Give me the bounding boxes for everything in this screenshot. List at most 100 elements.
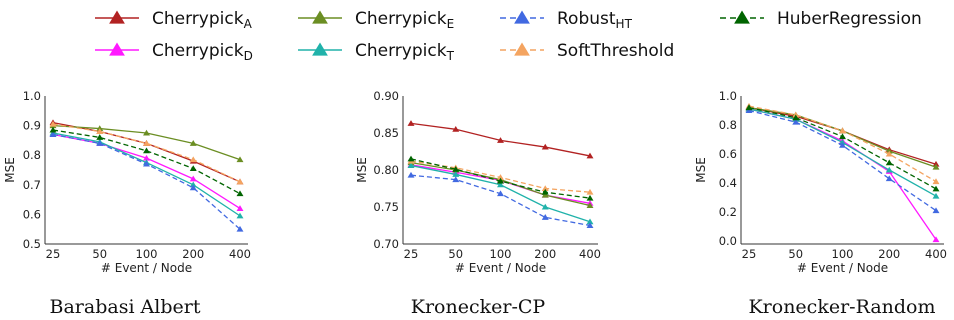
x-tick-label: 200 — [534, 247, 556, 261]
y-tick-label: 0.6 — [23, 207, 41, 221]
x-tick-label: 100 — [136, 247, 158, 261]
data-point — [885, 150, 893, 157]
series-line — [52, 129, 241, 195]
data-point — [143, 129, 150, 136]
data-point — [541, 191, 549, 198]
series-HuberRegression — [407, 155, 594, 201]
y-axis-label: MSE — [694, 157, 708, 183]
data-point — [745, 107, 753, 113]
data-point — [745, 104, 753, 111]
data-point — [143, 160, 150, 167]
data-point — [497, 181, 504, 188]
series-HuberRegression — [49, 126, 244, 197]
data-point — [452, 176, 460, 183]
data-point — [497, 174, 504, 180]
legend-label: SoftThreshold — [557, 41, 674, 61]
y-tick-label: 0.70 — [373, 237, 399, 251]
x-tick-label: 100 — [490, 247, 512, 261]
legend-marker-icon — [312, 42, 328, 56]
series-CherrypickT — [745, 105, 940, 199]
y-tick-label: 0.2 — [719, 205, 737, 219]
data-point — [96, 125, 104, 132]
legend-label: CherrypickT — [355, 41, 455, 63]
data-point — [885, 159, 893, 166]
x-tick-label: 50 — [788, 247, 803, 261]
series-line — [748, 106, 937, 190]
y-tick-label: 1.0 — [23, 89, 41, 103]
y-tick-label: 0.4 — [719, 176, 737, 190]
data-point — [96, 134, 104, 140]
x-tick-label: 100 — [832, 247, 854, 261]
data-point — [932, 192, 940, 199]
legend-marker-icon — [514, 10, 530, 24]
data-point — [49, 120, 57, 127]
y-tick-label: 0.90 — [373, 89, 399, 103]
series-RobustHT — [49, 131, 244, 232]
data-point — [932, 236, 940, 243]
x-tick-label: 50 — [448, 247, 463, 261]
data-point — [541, 185, 549, 191]
data-point — [452, 165, 460, 172]
data-point — [885, 166, 893, 173]
data-point — [586, 194, 594, 201]
x-tick-label: 400 — [579, 247, 601, 261]
x-axis-label: # Event / Node — [101, 261, 192, 275]
legend-entry-1: CherrypickD — [95, 41, 253, 63]
data-point — [885, 175, 893, 182]
charts: 0.5 0.6 0.7 0.8 0.9 1.0 25 50 100 200 400 # Event /… — [3, 89, 947, 318]
data-point — [497, 137, 504, 143]
data-point — [792, 118, 800, 125]
data-point — [586, 202, 594, 208]
data-point — [236, 212, 244, 219]
data-point — [143, 140, 150, 146]
series-SoftThreshold — [745, 102, 940, 185]
legend-entry-5: SoftThreshold — [500, 41, 674, 61]
x-tick-label: 200 — [182, 247, 204, 261]
chart-panel-0: 0.5 0.6 0.7 0.8 0.9 1.0 25 50 100 200 400 # Event /… — [3, 89, 251, 318]
data-point — [189, 175, 197, 182]
y-axis-label: MSE — [355, 157, 369, 183]
series-line — [748, 109, 937, 212]
x-tick-label: 200 — [878, 247, 900, 261]
y-tick-label: 0.8 — [719, 118, 737, 132]
x-tick-label: 25 — [742, 247, 757, 261]
data-point — [236, 190, 244, 197]
data-point — [541, 188, 549, 195]
y-tick-label: 0.6 — [719, 147, 737, 161]
data-point — [932, 160, 940, 167]
chart-caption: Barabasi Albert — [50, 296, 201, 318]
x-tick-label: 25 — [404, 247, 419, 261]
legend-label: CherrypickE — [355, 9, 454, 31]
data-point — [407, 171, 415, 178]
data-point — [839, 133, 846, 140]
data-point — [407, 120, 415, 126]
y-tick-label: 0.0 — [719, 234, 737, 248]
x-tick-label: 25 — [46, 247, 61, 261]
legend-marker-icon — [312, 10, 328, 24]
series-RobustHT — [407, 171, 594, 228]
data-point — [96, 140, 104, 146]
data-point — [143, 147, 150, 154]
data-point — [236, 225, 244, 232]
legend-label: CherrypickD — [152, 41, 253, 63]
data-point — [586, 222, 594, 228]
chart-caption: Kronecker-Random — [748, 296, 935, 318]
data-point — [143, 154, 150, 161]
legend-entry-2: CherrypickE — [298, 9, 454, 31]
data-point — [189, 184, 197, 191]
data-point — [49, 126, 57, 133]
data-point — [96, 128, 104, 134]
series-CherrypickD — [745, 105, 940, 243]
legend-label: RobustHT — [557, 9, 633, 31]
legend-marker-icon — [109, 10, 125, 24]
series-RobustHT — [745, 107, 940, 214]
chart-panel-2: 0.0 0.2 0.4 0.6 0.8 1.0 25 50 100 200 400 # Event /… — [694, 89, 947, 318]
series-CherrypickT — [407, 162, 594, 225]
y-tick-label: 0.7 — [23, 178, 41, 192]
data-point — [586, 152, 594, 159]
series-CherrypickA — [407, 120, 594, 159]
y-tick-label: 1.0 — [719, 89, 737, 103]
y-tick-label: 0.9 — [23, 119, 41, 133]
legend-entry-3: CherrypickT — [298, 41, 455, 63]
